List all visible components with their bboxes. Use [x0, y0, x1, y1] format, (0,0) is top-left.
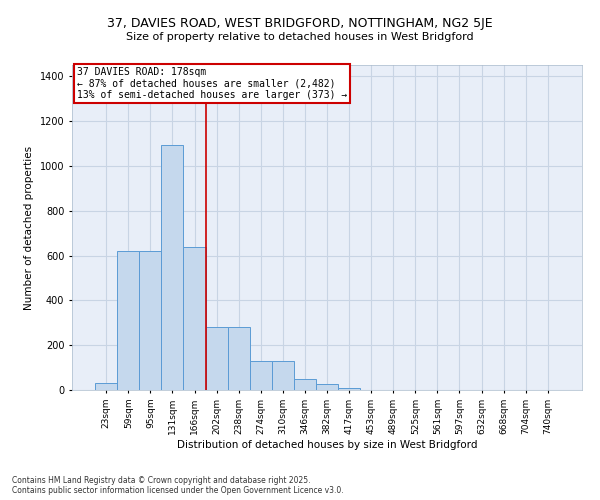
Text: Contains HM Land Registry data © Crown copyright and database right 2025.
Contai: Contains HM Land Registry data © Crown c…: [12, 476, 344, 495]
Bar: [206, 327, 227, 390]
Bar: [294, 379, 316, 390]
X-axis label: Distribution of detached houses by size in West Bridgford: Distribution of detached houses by size …: [177, 440, 477, 450]
Bar: [184, 246, 206, 390]
Bar: [338, 388, 360, 390]
Bar: [272, 361, 294, 390]
Bar: [139, 251, 161, 390]
Y-axis label: Number of detached properties: Number of detached properties: [24, 146, 34, 310]
Text: 37, DAVIES ROAD, WEST BRIDGFORD, NOTTINGHAM, NG2 5JE: 37, DAVIES ROAD, WEST BRIDGFORD, NOTTING…: [107, 18, 493, 30]
Text: Size of property relative to detached houses in West Bridgford: Size of property relative to detached ho…: [126, 32, 474, 42]
Bar: [95, 384, 117, 390]
Text: 37 DAVIES ROAD: 178sqm
← 87% of detached houses are smaller (2,482)
13% of semi-: 37 DAVIES ROAD: 178sqm ← 87% of detached…: [77, 66, 347, 100]
Bar: [117, 251, 139, 390]
Bar: [161, 144, 184, 390]
Bar: [316, 384, 338, 390]
Bar: [250, 361, 272, 390]
Bar: [227, 327, 250, 390]
